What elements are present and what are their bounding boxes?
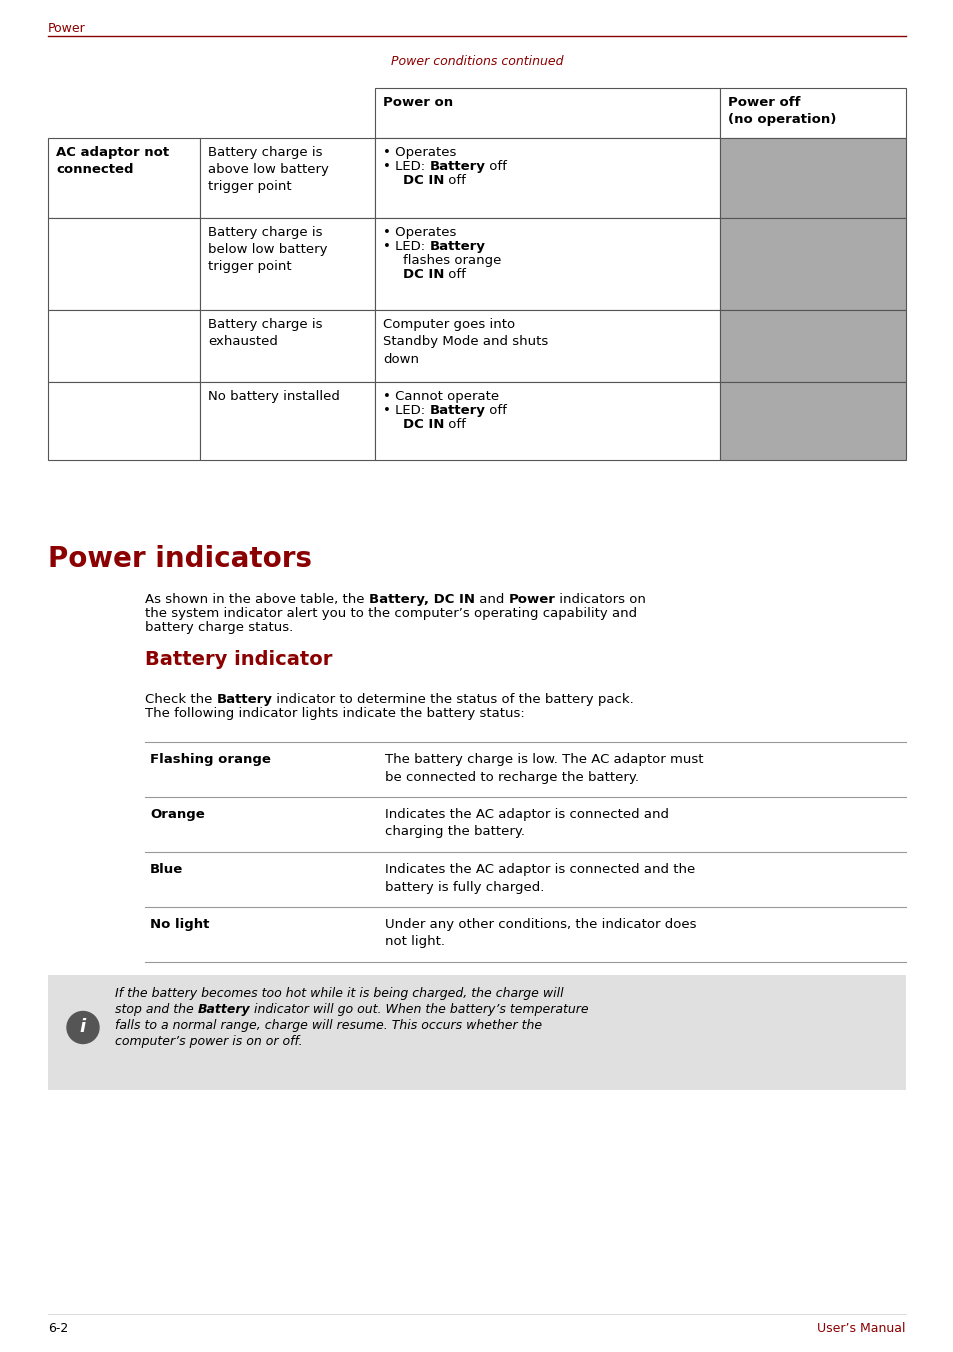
Bar [375,218,720,310]
Text: • Operates: • Operates [382,146,456,160]
Text: battery charge status.: battery charge status. [145,621,293,634]
Text: Battery indicator: Battery indicator [145,650,332,669]
Text: • LED:: • LED: [382,404,429,416]
Bar [48,310,200,383]
Text: Power on: Power on [382,96,453,110]
Text: flashes orange: flashes orange [402,254,501,266]
Bar [48,383,200,460]
Bar [48,138,200,218]
Text: falls to a normal range, charge will resume. This occurs whether the: falls to a normal range, charge will res… [115,1019,541,1032]
Text: Battery charge is
above low battery
trigger point: Battery charge is above low battery trig… [208,146,329,193]
Text: AC adaptor not
connected: AC adaptor not connected [56,146,169,176]
Text: Blue: Blue [150,863,183,876]
Text: Flashing orange: Flashing orange [150,753,271,767]
Text: Battery: Battery [429,404,485,416]
Bar [720,383,905,460]
Text: off: off [485,404,507,416]
Text: DC IN: DC IN [402,174,444,187]
Text: • LED:: • LED: [382,160,429,173]
Text: and: and [475,594,508,606]
Circle shape [67,1011,99,1044]
Text: Power conditions continued: Power conditions continued [391,55,562,68]
Text: indicators on: indicators on [555,594,645,606]
Text: 6-2: 6-2 [48,1322,69,1334]
Text: Battery, DC IN: Battery, DC IN [369,594,475,606]
Text: Battery: Battery [429,241,485,253]
Text: Battery: Battery [197,1003,250,1015]
Text: Check the: Check the [145,694,216,706]
Text: stop and the: stop and the [115,1003,197,1015]
Bar [200,383,375,460]
Text: indicator will go out. When the battery’s temperature: indicator will go out. When the battery’… [250,1003,588,1015]
Bar [200,218,375,310]
Text: No battery installed: No battery installed [208,389,339,403]
Text: Computer goes into
Standby Mode and shuts
down: Computer goes into Standby Mode and shut… [382,318,548,366]
Text: computer’s power is on or off.: computer’s power is on or off. [115,1036,302,1048]
Text: Under any other conditions, the indicator does
not light.: Under any other conditions, the indicato… [385,918,696,949]
Bar [720,138,905,218]
Text: User’s Manual: User’s Manual [817,1322,905,1334]
Bar [48,975,905,1090]
Text: The battery charge is low. The AC adaptor must
be connected to recharge the batt: The battery charge is low. The AC adapto… [385,753,702,784]
Text: off: off [444,174,466,187]
Bar [48,218,200,310]
Bar [200,310,375,383]
Bar [375,310,720,383]
Text: Battery charge is
exhausted: Battery charge is exhausted [208,318,322,347]
Text: Power indicators: Power indicators [48,545,312,573]
Bar [720,218,905,310]
Text: Battery: Battery [216,694,273,706]
Text: • Operates: • Operates [382,226,456,239]
Bar [720,88,905,138]
Text: If the battery becomes too hot while it is being charged, the charge will: If the battery becomes too hot while it … [115,987,563,1000]
Text: Orange: Orange [150,808,205,821]
Text: The following indicator lights indicate the battery status:: The following indicator lights indicate … [145,707,524,721]
Text: DC IN: DC IN [402,418,444,431]
Text: Power: Power [508,594,555,606]
Text: Indicates the AC adaptor is connected and
charging the battery.: Indicates the AC adaptor is connected an… [385,808,668,838]
Text: Battery: Battery [429,160,485,173]
Bar [200,138,375,218]
Text: No light: No light [150,918,209,932]
Text: i: i [80,1018,86,1037]
Text: off: off [444,418,466,431]
Text: indicator to determine the status of the battery pack.: indicator to determine the status of the… [273,694,634,706]
Text: • LED:: • LED: [382,241,429,253]
Text: • Cannot operate: • Cannot operate [382,389,498,403]
Bar [375,138,720,218]
Text: As shown in the above table, the: As shown in the above table, the [145,594,369,606]
Bar [375,383,720,460]
Text: Power: Power [48,22,86,35]
Text: Indicates the AC adaptor is connected and the
battery is fully charged.: Indicates the AC adaptor is connected an… [385,863,695,894]
Text: Battery charge is
below low battery
trigger point: Battery charge is below low battery trig… [208,226,327,273]
Text: DC IN: DC IN [402,268,444,281]
Text: off: off [444,268,466,281]
Bar [375,88,720,138]
Text: the system indicator alert you to the computer’s operating capability and: the system indicator alert you to the co… [145,607,637,621]
Bar [720,310,905,383]
Text: off: off [485,160,507,173]
Text: Power off
(no operation): Power off (no operation) [727,96,836,126]
